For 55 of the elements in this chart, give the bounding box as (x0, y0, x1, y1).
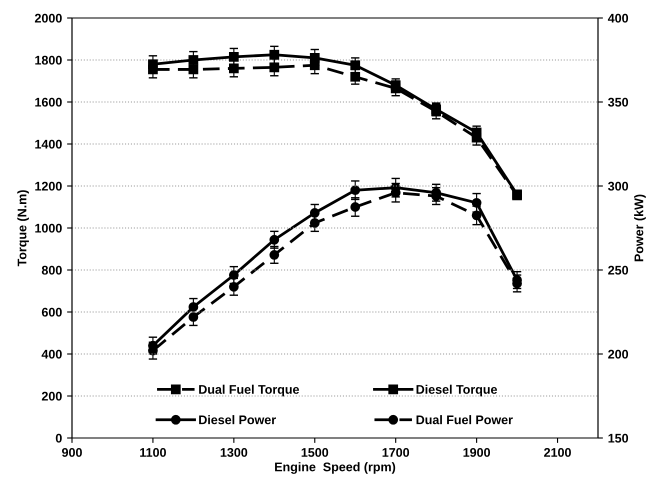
point (472, 210, 482, 220)
point (228, 64, 239, 74)
y-tick-label: 1600 (35, 98, 62, 107)
point (472, 128, 482, 138)
y-tick-label: 600 (42, 308, 62, 317)
y-tick-label: 800 (42, 266, 62, 275)
y-tick-label: 1200 (35, 182, 62, 191)
point (228, 270, 239, 280)
y-tick-label: 2000 (34, 14, 62, 23)
x-tick-label: 1100 (140, 448, 166, 457)
y-tick-label: 0 (56, 434, 62, 443)
legend-label: Diesel Power (199, 415, 276, 424)
y-tick-label: 1800 (35, 56, 62, 65)
point (188, 302, 198, 312)
x-tick-label: 900 (62, 448, 82, 457)
point (188, 55, 198, 65)
y2-tick-label: 250 (608, 266, 628, 275)
point (350, 202, 360, 212)
y2-tick-label: 200 (608, 350, 628, 359)
point (269, 62, 280, 72)
point (350, 60, 360, 70)
x-tick-label: 1300 (220, 448, 248, 457)
y2-tick-label: 350 (608, 98, 628, 107)
point (310, 208, 320, 218)
legend-label: Dual Fuel Torque (199, 384, 300, 396)
y2-axis-title: Power (kW) (634, 194, 646, 262)
legend-label: Dual Fuel Power (416, 415, 513, 424)
x-tick-label: 1700 (382, 448, 410, 457)
point (350, 72, 360, 82)
x-tick-label: 2100 (544, 448, 571, 457)
y-axis-title: Torque (N.m) (17, 190, 29, 266)
point (310, 53, 320, 63)
point (228, 52, 239, 62)
y-tick-label: 200 (42, 392, 62, 401)
y-tick-label: 1400 (35, 140, 62, 149)
point (188, 312, 198, 322)
y2-tick-label: 300 (608, 182, 628, 191)
y-tick-label: 400 (42, 350, 62, 359)
x-tick-label: 1900 (464, 448, 490, 457)
x-axis-title: Engine Speed (rpm) (275, 462, 396, 474)
point (148, 59, 158, 70)
point (228, 282, 239, 292)
point (512, 190, 522, 200)
point (269, 234, 280, 245)
point (269, 50, 280, 60)
point (310, 218, 320, 228)
y2-tick-label: 150 (608, 434, 628, 443)
point (269, 250, 280, 260)
point (350, 185, 360, 196)
y-tick-label: 1000 (35, 224, 62, 233)
point (472, 198, 482, 208)
x-tick-label: 1500 (302, 448, 328, 457)
y2-tick-label: 400 (608, 14, 628, 23)
legend-label: Diesel Torque (416, 384, 498, 396)
point (188, 64, 198, 74)
